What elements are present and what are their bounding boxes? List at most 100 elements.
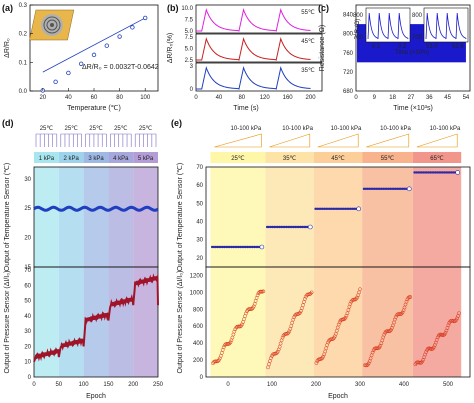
panel-e-temperature-point [423,171,427,174]
panel-a-ytick-label: 0.1 [19,60,28,66]
panel-e-bottom-ytick-label: 1200 [190,273,204,279]
panel-a-point [53,79,58,85]
panel-b-xtick-label: 80 [238,95,245,101]
panel-b-series-line [196,37,311,61]
panel-a-ytick-label: 0.0 [19,89,28,95]
panel-d: 25℃ 1 kPa 25℃ 2 kPa 25℃ 3 kPa 25℃ 4 kPa 25℃ 5 kPa… [4,126,164,400]
panel-label-a: (a) [2,3,13,13]
panel-e-temperature-point [364,187,367,191]
panel-e-temperature-point [302,225,306,229]
panel-e-pressure-point [389,328,393,332]
panel-e-temperature-point [230,245,233,249]
panel-e-pressure-point [331,337,335,341]
panel-e-pressure-point [274,351,279,355]
panel-e-temperature-point [349,207,352,211]
panel-a-xtick-label: 60 [91,95,98,101]
panel-a-xtick-label: 20 [39,95,46,101]
panel-d-stage-band [133,167,158,377]
panel-e-temperature-point [439,171,443,174]
panel-e-temperature-point [244,245,247,249]
panel-e-pressure-point [291,317,296,322]
panel-e-temperature-point [273,225,276,229]
panel-e-xtick-label: 400 [399,382,410,388]
panel-b-ytick-label: 7.5 [185,18,194,24]
panel-e-pressure-point [406,295,411,300]
panel-e-temperature-point [346,207,349,211]
panel-e-pressure-point [441,333,446,337]
panel-b-xlabel: Time (s) [233,105,258,112]
panel-e-temperature-point [401,187,404,191]
panel-b-series-line [196,66,311,90]
panel-e-top-ytick-label: 20 [196,256,203,262]
panel-e-temperature-point [219,245,223,249]
panel-e-pressure-point [249,307,254,311]
panel-e-temperature-point [399,187,403,191]
panel-e-stage-band [313,167,363,377]
panel-d-temperature-label: 25℃ [64,126,78,132]
panel-e-temperature-point [221,245,224,249]
panel-e-temperature-point [226,245,230,249]
panel-e-temperature-point [387,187,390,191]
panel-e-temperature-point [436,171,439,174]
inset-left-ytick-2: 800 [353,13,364,19]
panel-a-point [130,25,135,30]
panel-e-temperature-point [216,245,219,249]
panel-e-pressure-point [423,352,427,357]
panel-e-top-ytick-label: 30 [196,238,203,244]
panel-a-point [104,43,109,48]
panel-e-temperature-point [342,207,345,211]
panel-d-xtick-label: 200 [128,382,139,388]
panel-d-xtick-label: 0 [32,382,36,388]
panel-e-temperature-point [316,207,319,211]
panel-e-pressure-point [432,343,437,348]
panel-c-xtick-label: 36 [426,95,433,101]
panel-e-pressure-point [454,318,458,323]
panel-e-pressure-point [319,356,324,361]
panel-a-fit-line [42,17,146,73]
panel-a-xtick-label: 100 [140,95,151,101]
inset-left-xtick-2: 0.2 [398,44,407,50]
panel-e-xtick-label: 100 [267,382,278,388]
panel-d-bottom-ytick-label: 40 [24,314,31,320]
panel-e-temperature-point [443,171,446,174]
panel-e-xtick-label: 200 [311,382,322,388]
panel-e-pressure-point [326,340,330,345]
panel-e-temperature-point [295,225,299,229]
panel-e-pressure-point [446,323,451,328]
panel-c-inset-right: 53.0 53.6 700 800 [412,7,469,50]
panel-a-annotation: ΔR/R₀ = 0.0032T-0.0642 [82,64,159,71]
panel-e-temperature-point [328,207,331,211]
panel-d-pressure-cell [58,152,84,163]
inset-left-ytick-1: 700 [353,35,364,41]
panel-e-temperature-cell [412,152,462,163]
panel-e-temperature-point [394,187,397,191]
panel-c-frame [355,4,471,92]
panel-b-ytick-label: 5.0 [185,29,194,35]
panel-b-series-line [196,8,311,32]
panel-d-pressure-label: 4 kPa [113,156,129,162]
panel-d-pressure-cell [34,152,59,163]
panel-e-temperature-point [301,225,304,229]
panel-e-top-ytick-label: 60 [196,183,203,189]
panel-e-temperature-point [331,207,335,211]
panel-e-pressure-point [373,346,378,351]
panel-e-top-ytick-label: 50 [196,201,203,207]
panel-d-stage-band [83,167,109,377]
inset-left-ylabel: R (Ω) [355,19,361,33]
panel-e-temperature-point [413,171,416,174]
panel-c-ytick-label: 760 [343,51,354,57]
panel-e-temperature-point [378,187,381,191]
panel-e-pressure-point [314,361,319,365]
panel-e-pressure-point [385,329,389,333]
panel-e-pressure-point [298,310,302,315]
panel-e-pressure-point [278,341,283,346]
panel-e-ylabel-bottom: Output of Pressure Sensor (ΔI/I₀) [177,271,184,374]
panel-d-top-ytick-label: 30 [24,177,31,183]
panel-a-xtick-label: 80 [116,95,123,101]
panel-d-ylabel-bottom: Output of Pressure Sensor (ΔI/I₀) [4,271,11,374]
panel-b-ytick-label: 3 [190,64,194,70]
panel-e-temperature-point [269,225,272,229]
panel-a-ytick-label: 0.3 [19,3,28,9]
panel-d-temperature-label: 25℃ [40,126,54,132]
panel-e-temperature-point [317,207,321,211]
